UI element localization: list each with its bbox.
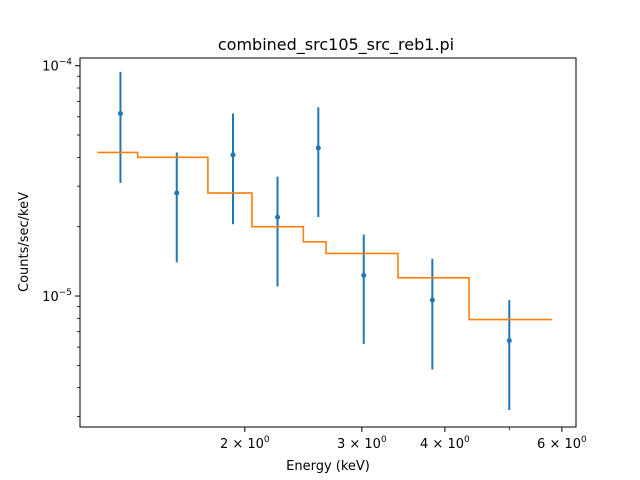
y-tick-label: 10−5 [42,288,72,305]
plot-frame [79,57,577,428]
x-axis-ticks: 2 × 100 3 × 100 4 × 100 6 × 100 [220,427,587,452]
x-tick-label: 6 × 100 [537,435,587,452]
model-step-line [97,151,553,321]
y-tick-label: 10−4 [42,58,72,75]
data-marker [506,338,512,344]
data-marker [117,111,123,117]
data-marker [174,190,180,196]
chart-title: combined_src105_src_reb1.pi [218,35,454,55]
x-tick-label: 3 × 100 [337,435,387,452]
data-point-5 [315,107,321,218]
y-axis-label: Counts/sec/keV [17,192,32,292]
data-point-1 [117,71,123,183]
data-marker [429,297,435,303]
data-marker [275,214,281,220]
x-axis-label: Energy (keV) [286,459,370,474]
x-tick-label: 4 × 100 [420,435,470,452]
data-marker [315,145,321,151]
data-point-3 [230,113,236,225]
data-point-2 [174,152,180,263]
data-marker [230,152,236,158]
x-tick-label: 2 × 100 [220,435,270,452]
y-axis-ticks: 10−5 10−4 [42,58,80,417]
data-point-8 [506,300,512,411]
plot-series [97,71,553,411]
data-point-4 [275,176,281,287]
data-marker [361,272,367,278]
